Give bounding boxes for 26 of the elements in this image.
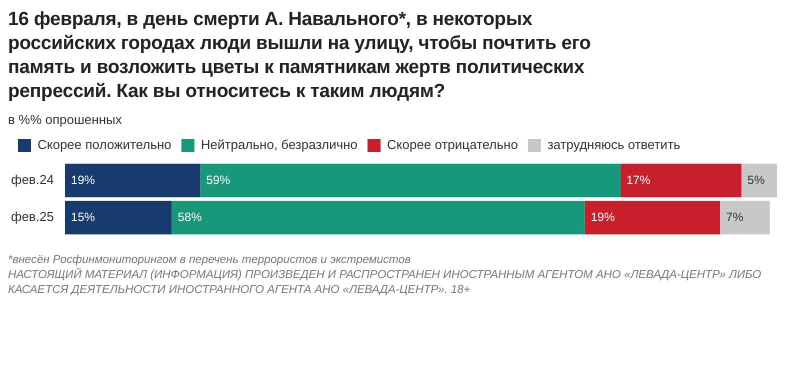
y-tick-label: фев.25: [11, 209, 54, 224]
bar: [584, 200, 720, 234]
text: НАСТОЯЩИЙ МАТЕРИАЛ (ИНФОРМАЦИЯ) ПРОИЗВЕДЕН И РАСПРОСТРАНЕН ИНОСТРАННЫМ АГЕНТОМ АНО «ЛЕВАДА-ЦЕНТР» ЛИБО КАСАЕТСЯ ДЕЯТЕЛЬНОСТИ ИНОСТРАННОГО АГЕНТА АНО «ЛЕВАДА-ЦЕНТР». 18+: [8, 268, 762, 298]
bar: [720, 200, 770, 234]
data-label: 59%: [206, 172, 231, 187]
bar: [741, 164, 777, 198]
legend-label: Нейтрально, безразлично: [200, 137, 358, 152]
data-label: 7%: [726, 210, 744, 224]
legend-label: затрудняюсь ответить: [547, 137, 681, 152]
legend-label: Скорее положительно: [38, 137, 172, 152]
data-label: 19%: [70, 172, 96, 187]
y-tick-label: фев.24: [11, 172, 54, 188]
bar: [172, 200, 585, 234]
data-label: 58%: [178, 210, 202, 224]
chart-title: 16 февраля, в день смерти А. Навального*, в некоторых российских городах люди вышли на улицу, чтобы почтить его память и возложить цветы к памятникам жертв политических репрессий. Как вы относитесь к таким людям?: [8, 8, 592, 104]
bar: [200, 164, 620, 198]
chart-subtitle: в %% опрошенных: [8, 112, 123, 127]
bar: [620, 164, 742, 198]
legend-label: Скорее отрицательно: [387, 137, 518, 152]
data-label: 5%: [747, 172, 766, 187]
data-label: 19%: [590, 210, 616, 224]
data-label: 15%: [70, 210, 96, 224]
data-label: 17%: [626, 172, 651, 187]
text: *внесён Росфинмониторингом в перечень террористов и экстремистов: [8, 253, 412, 268]
bar: [64, 164, 200, 198]
bar: [64, 200, 172, 234]
